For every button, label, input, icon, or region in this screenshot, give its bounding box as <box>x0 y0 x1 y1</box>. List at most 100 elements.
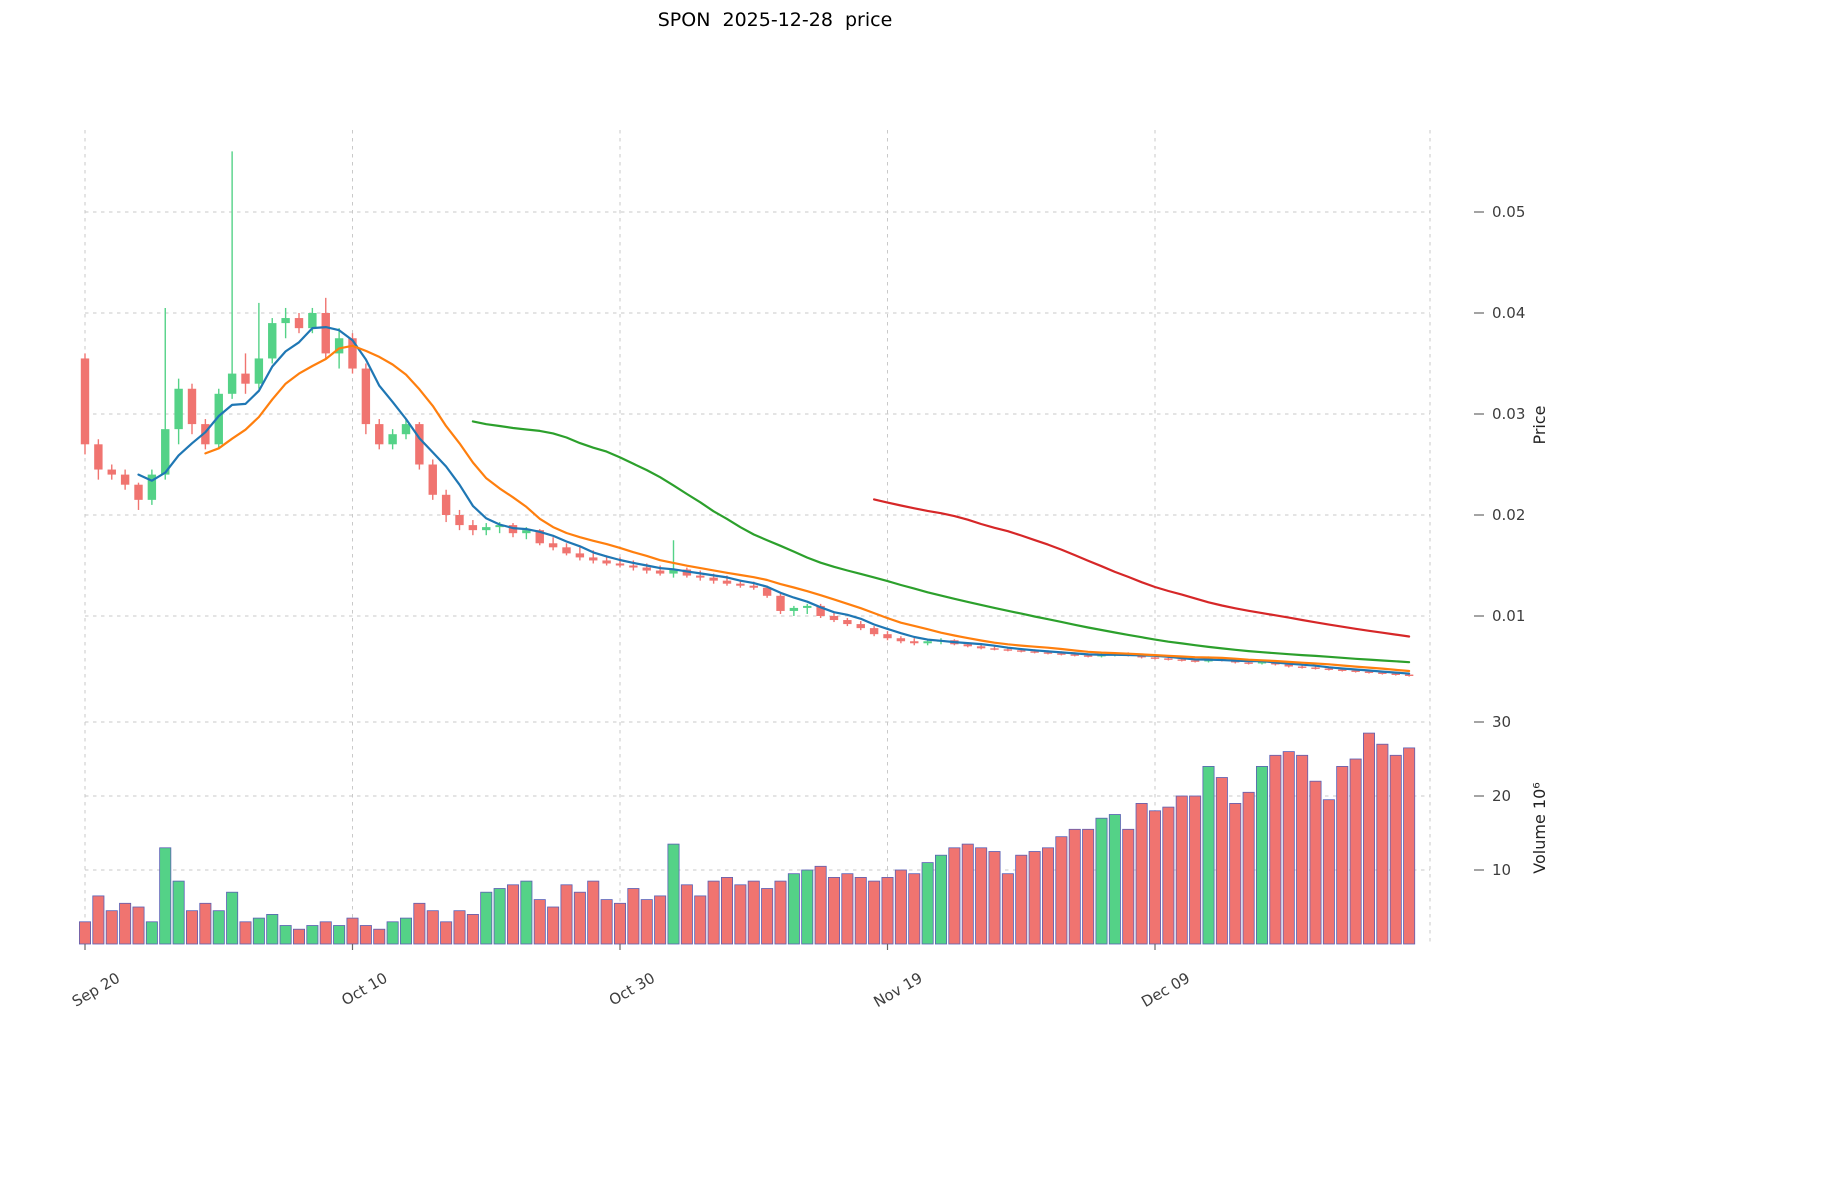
candle <box>896 636 906 644</box>
candle-body <box>428 464 437 495</box>
candle-body <box>134 484 143 500</box>
candle-body <box>615 563 625 566</box>
candle-body <box>1391 673 1400 675</box>
volume-bar <box>640 899 653 945</box>
volume-bar <box>1376 743 1389 945</box>
candle-body <box>80 358 90 445</box>
date-tick-label: Nov 19 <box>870 969 925 1011</box>
candle-body <box>629 565 638 568</box>
candle-body <box>308 313 317 329</box>
volume-bar <box>533 899 546 945</box>
volume-bar <box>239 921 252 945</box>
candle-body <box>294 318 304 329</box>
candle-body <box>669 569 678 574</box>
volume-bar <box>1269 754 1282 945</box>
candle-body <box>361 368 371 425</box>
candle <box>227 151 237 399</box>
candle-body <box>495 525 504 528</box>
candle <box>94 439 103 480</box>
volume-bar <box>935 854 948 945</box>
candle <box>214 388 223 450</box>
candle-body <box>1070 654 1079 656</box>
date-tick-label: Oct 30 <box>606 969 658 1009</box>
candle-body <box>147 474 157 500</box>
candle-body <box>201 424 210 445</box>
candle <box>294 313 304 334</box>
candle-body <box>696 575 705 578</box>
candle <box>990 646 999 651</box>
volume-bar <box>1042 847 1055 945</box>
volume-bar <box>319 921 332 945</box>
volume-bar <box>1135 803 1148 945</box>
candle <box>147 469 157 505</box>
volume-bar <box>1175 795 1188 945</box>
volume-bar <box>1122 828 1135 945</box>
candle <box>174 378 183 445</box>
volume-bar <box>480 891 493 945</box>
candle <box>869 626 879 637</box>
volume-bar <box>1055 836 1068 945</box>
volume-bar <box>814 865 827 945</box>
volume-bar <box>279 925 292 945</box>
volume-bar <box>1095 817 1108 945</box>
volume-bar <box>1256 766 1269 945</box>
candle-body <box>1297 666 1307 668</box>
volume-bars <box>79 732 1416 945</box>
candle-body <box>829 616 839 621</box>
volume-bar <box>145 921 158 945</box>
candle-body <box>535 530 544 544</box>
volume-bar <box>547 906 560 945</box>
volume-bar <box>614 902 627 945</box>
volume-bar <box>587 880 600 945</box>
candle-body <box>268 323 277 359</box>
volume-bar <box>333 925 346 945</box>
candle-body <box>254 358 264 384</box>
volume-bar <box>1028 851 1041 945</box>
volume-bar <box>721 877 734 945</box>
volume-bar <box>493 888 506 945</box>
candle-body <box>1017 650 1026 652</box>
candle <box>361 363 371 435</box>
candle <box>883 631 892 641</box>
candle-body <box>1338 669 1347 671</box>
volume-bar <box>975 847 988 945</box>
candle <box>161 307 170 480</box>
chart-title: SPON 2025-12-28 price <box>657 9 893 31</box>
gridlines <box>84 130 1431 944</box>
candle <box>241 353 250 394</box>
volume-bar <box>79 921 92 945</box>
candle <box>856 621 865 631</box>
volume-bar <box>908 873 921 945</box>
candle-body <box>749 585 758 588</box>
candle-body <box>441 494 451 515</box>
volume-bar <box>894 869 907 945</box>
candle-body <box>1030 651 1039 653</box>
candle <box>80 353 90 455</box>
volume-bar <box>680 884 693 945</box>
candle <box>375 419 384 450</box>
candle-body <box>803 605 812 608</box>
volume-bar <box>292 928 305 945</box>
candle <box>107 464 116 480</box>
candle-body <box>94 444 103 470</box>
date-tick-label: Sep 20 <box>69 969 123 1011</box>
volume-bar <box>226 891 239 945</box>
date-tick-label: Oct 10 <box>338 969 390 1009</box>
candle <box>428 459 437 500</box>
candle-body <box>388 434 397 445</box>
moving-average-lines <box>137 326 1411 675</box>
volume-bar <box>961 843 974 945</box>
volume-bar <box>466 914 479 945</box>
volume-bar <box>1349 758 1362 945</box>
candle-body <box>722 580 732 584</box>
volume-bar <box>399 917 412 945</box>
candle-body <box>1190 660 1200 662</box>
volume-tick-label: 30 <box>1492 713 1511 731</box>
volume-bar <box>413 902 426 945</box>
candle-body <box>789 607 799 611</box>
candle-body <box>923 641 932 644</box>
candle-body <box>869 628 879 635</box>
candle-body <box>120 474 130 485</box>
candle-body <box>1043 652 1053 654</box>
